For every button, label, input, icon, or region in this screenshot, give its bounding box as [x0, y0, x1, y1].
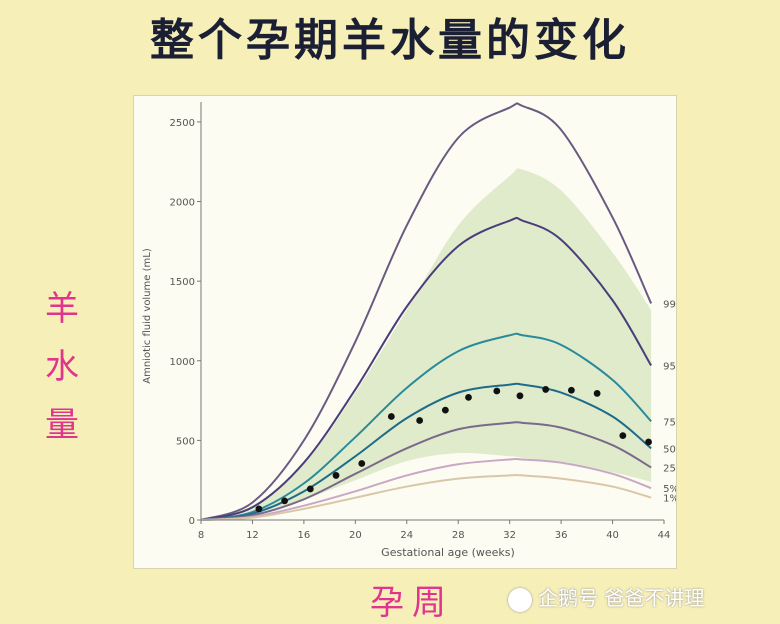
axes-group — [197, 102, 665, 524]
watermark-text: 企鹅号 爸爸不讲理 — [538, 586, 705, 610]
y-annotation-char: 羊 — [45, 289, 79, 329]
data-point — [516, 392, 524, 400]
data-point — [645, 438, 652, 446]
data-point — [416, 417, 424, 424]
series-line — [200, 474, 652, 521]
data-point — [568, 386, 575, 394]
series-line — [200, 332, 652, 521]
series-line — [200, 457, 652, 521]
data-point — [441, 406, 449, 414]
watermark: 企鹅号 爸爸不讲理 — [508, 582, 704, 612]
data-point — [358, 460, 366, 467]
x-tick-label: 24 — [400, 530, 413, 541]
y-annotation: 羊 水 量 — [40, 280, 84, 454]
data-point — [619, 432, 627, 440]
x-annotation: 孕周 — [370, 583, 454, 623]
y-tick-label: 1500 — [170, 277, 195, 288]
series-line — [200, 102, 653, 521]
y-tick-label: 500 — [176, 436, 195, 447]
y-tick-label: 2000 — [170, 198, 195, 209]
tick-labels-group: 0 500 1000 1500 2000 2500 8 12 16 20 24 28 32 36 40 44 — [170, 118, 671, 541]
percentile-band — [201, 168, 652, 521]
data-point — [306, 485, 314, 493]
y-tick-label: 2500 — [170, 118, 195, 129]
page-title: 整个孕期羊水量的变化 — [150, 15, 630, 66]
x-axis-label: Gestational age (weeks) — [381, 546, 515, 559]
series-label: 75% — [663, 417, 676, 428]
x-tick-label: 28 — [452, 530, 465, 541]
series-line — [200, 421, 652, 521]
data-point — [493, 387, 501, 395]
x-tick-label: 20 — [349, 530, 362, 541]
series-label: 1% — [663, 494, 676, 505]
data-point — [332, 472, 340, 479]
series-labels-group: 99% 95% 75% 50% 25% 5%1% — [663, 299, 685, 505]
series-line — [200, 382, 652, 521]
x-tick-label: 40 — [606, 530, 619, 541]
x-tick-label: 32 — [503, 530, 516, 541]
y-annotation-char: 水 — [45, 347, 79, 387]
y-axis-label: Amniotic fluid volume (mL) — [142, 248, 153, 384]
x-tick-label: 12 — [246, 530, 259, 541]
data-point — [255, 505, 263, 513]
data-points-group — [255, 386, 652, 513]
data-point — [281, 497, 288, 505]
series-label: 95% — [663, 362, 676, 373]
chart-panel: 0 500 1000 1500 2000 2500 8 12 16 20 24 28 32 36 40 44 … — [133, 95, 685, 569]
series-label: 5% — [663, 484, 676, 495]
y-tick-label: 1000 — [170, 357, 195, 368]
percentile-band-group — [201, 168, 652, 521]
x-tick-label: 16 — [298, 530, 311, 541]
y-annotation-char: 量 — [45, 405, 79, 445]
x-tick-label: 44 — [658, 530, 671, 541]
series-label: 25% — [663, 463, 676, 474]
data-point — [542, 386, 550, 393]
percentile-lines-group — [200, 102, 653, 521]
x-tick-label: 8 — [198, 530, 204, 541]
series-line — [200, 216, 652, 521]
series-label: 99% — [663, 299, 676, 310]
series-label: 50% — [663, 444, 676, 455]
y-tick-label: 0 — [189, 516, 195, 527]
data-point — [387, 413, 395, 420]
data-point — [465, 393, 472, 401]
penguin-icon — [508, 587, 532, 612]
x-tick-label: 36 — [555, 530, 568, 541]
data-point — [593, 390, 601, 397]
